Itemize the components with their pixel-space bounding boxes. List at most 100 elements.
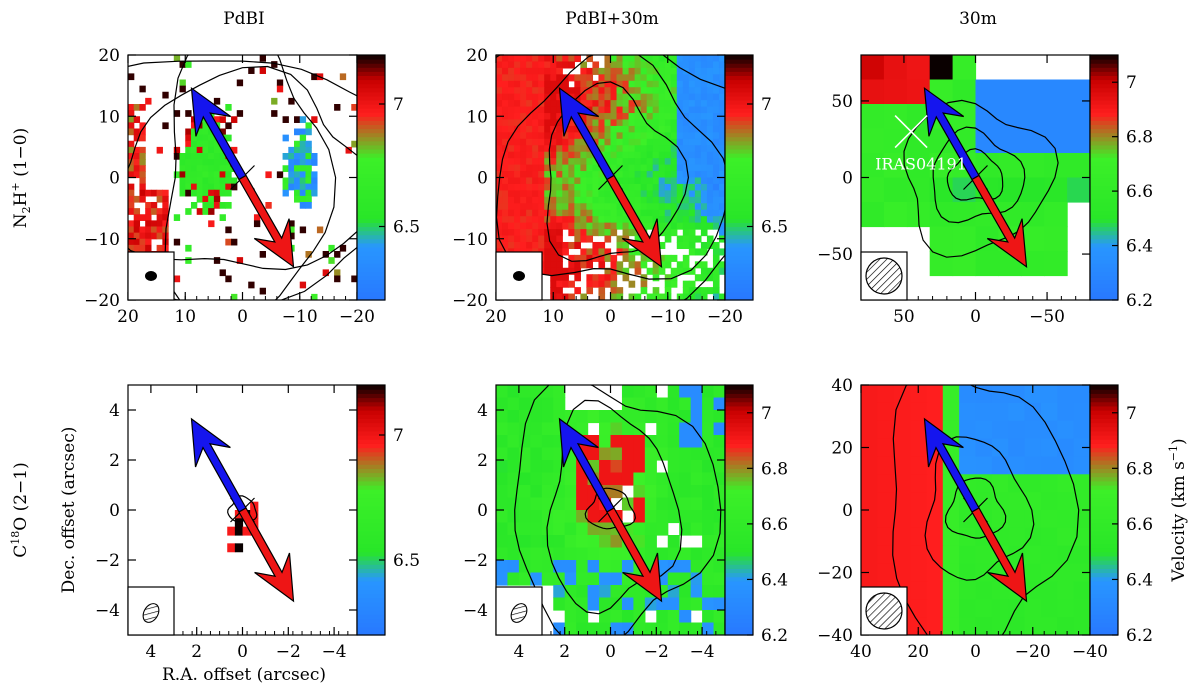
heatmap-pixel	[694, 216, 702, 224]
heatmap-pixel	[526, 183, 533, 191]
colorbar-segment	[1090, 104, 1118, 109]
heatmap-pixel	[610, 560, 623, 574]
heatmap-pixel	[942, 420, 960, 440]
heatmap-pixel	[658, 93, 666, 101]
colorbar-segment	[725, 104, 753, 109]
heatmap-pixel	[861, 545, 878, 565]
heatmap-pixel	[658, 203, 666, 211]
heatmap-pixel	[702, 485, 715, 499]
heatmap-pixel	[598, 67, 606, 75]
heatmap-pixel	[1040, 492, 1058, 511]
colorbar-segment	[1090, 185, 1118, 191]
heatmap-pixel	[664, 67, 672, 75]
heatmap-pixel	[598, 216, 606, 224]
heatmap-pixel	[670, 145, 678, 153]
heatmap-pixel	[202, 171, 209, 179]
colorbar-frame	[724, 384, 754, 636]
heatmap-pixel	[628, 55, 636, 63]
heatmap-pixel	[622, 164, 630, 172]
heatmap-pixel	[514, 113, 521, 121]
heatmap-pixel	[208, 165, 215, 172]
heatmap-pixel	[598, 132, 606, 140]
heatmap-pixel	[202, 195, 209, 203]
heatmap-pixel	[128, 165, 135, 172]
heatmap-pixel	[706, 196, 714, 204]
heatmap-pixel	[150, 189, 158, 197]
heatmap-pixel	[664, 87, 672, 95]
heatmap-pixel	[514, 158, 521, 166]
heatmap-pixel	[586, 80, 594, 88]
heatmap-pixel	[682, 209, 690, 217]
heatmap-pixel	[676, 241, 684, 250]
heatmap-pixel	[502, 61, 509, 69]
heatmap-pixel	[712, 248, 720, 256]
heatmap-pixel	[718, 106, 725, 114]
heatmap-pixel	[190, 171, 198, 179]
colorbar-segment	[357, 393, 385, 399]
heatmap-pixel	[634, 106, 642, 114]
heatmap-pixel	[1067, 104, 1090, 130]
heatmap-pixel	[185, 171, 192, 179]
heatmap-pixel	[128, 110, 135, 117]
heatmap-pixel	[587, 535, 600, 549]
heatmap-pixel	[926, 527, 944, 547]
heatmap-pixel	[544, 125, 551, 133]
heatmap-pixel	[621, 622, 634, 635]
heatmap-pixel	[305, 153, 312, 160]
heatmap-pixel	[526, 93, 533, 101]
heatmap-pixel	[883, 153, 908, 179]
x-tick-label: 20	[907, 642, 929, 662]
heatmap-pixel	[544, 106, 551, 114]
heatmap-pixel	[646, 80, 654, 88]
heatmap-pixel	[598, 209, 606, 217]
heatmap-pixel	[190, 189, 198, 197]
heatmap-pixel	[634, 113, 642, 121]
heatmap-pixel	[185, 110, 192, 117]
colorbar-segment	[357, 218, 385, 224]
heatmap-pixel	[1008, 456, 1026, 475]
heatmap-pixel	[1057, 581, 1075, 600]
heatmap-pixel	[208, 195, 215, 203]
colorbar-segment	[357, 476, 385, 482]
heatmap-pixel	[526, 235, 533, 243]
colorbar-segment	[357, 543, 385, 549]
heatmap-pixel	[496, 472, 509, 486]
heatmap-pixel	[656, 435, 669, 449]
heatmap-pixel	[502, 125, 509, 133]
heatmap-pixel	[718, 55, 725, 63]
heatmap-pixel	[271, 110, 278, 117]
heatmap-pixel	[634, 151, 642, 159]
heatmap-pixel	[604, 119, 612, 127]
contour-line	[924, 436, 1035, 581]
heatmap-pixel	[713, 397, 725, 411]
heatmap-pixel	[526, 158, 533, 166]
heatmap-pixel	[598, 254, 606, 262]
heatmap-pixel	[526, 241, 533, 250]
heatmap-pixel	[975, 474, 993, 493]
colorbar-segment	[725, 95, 753, 101]
heatmap-pixel	[893, 527, 911, 547]
colorbar-segment	[1090, 510, 1118, 515]
heatmap-pixel	[553, 497, 566, 511]
heatmap-pixel	[556, 254, 563, 262]
colorbar-segment	[357, 234, 385, 240]
colorbar-segment	[725, 214, 753, 219]
heatmap-pixel	[128, 195, 135, 203]
colorbar-segment	[725, 99, 753, 105]
y-tick-label: −2	[463, 551, 488, 571]
red-outflow-arrow	[238, 507, 295, 603]
heatmap-pixel	[520, 67, 527, 75]
heatmap-pixel	[496, 485, 509, 499]
heatmap-pixel	[576, 547, 589, 561]
heatmap-pixel	[664, 183, 672, 191]
colorbar-segment	[1090, 95, 1118, 101]
heatmap-pixel	[670, 61, 678, 69]
heatmap-pixel	[926, 581, 944, 600]
heatmap-pixel	[225, 202, 232, 209]
heatmap-pixel	[640, 93, 648, 101]
colorbar-segment	[1090, 564, 1118, 569]
heatmap-pixel	[975, 581, 993, 600]
heatmap-pixel	[502, 190, 509, 198]
heatmap-pixel	[288, 220, 295, 228]
heatmap-pixel	[234, 543, 244, 553]
